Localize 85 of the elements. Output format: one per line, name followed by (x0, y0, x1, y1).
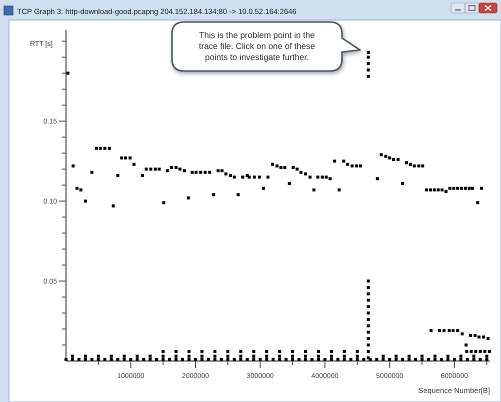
point (465, 350, 468, 353)
point (464, 344, 468, 347)
point (174, 350, 178, 353)
point (330, 350, 333, 353)
point (187, 354, 190, 358)
point (488, 350, 491, 353)
point (252, 354, 256, 358)
point (148, 354, 152, 358)
point (366, 337, 370, 340)
point (366, 344, 370, 347)
point (200, 354, 204, 358)
point (96, 354, 100, 358)
point (430, 329, 433, 332)
point (433, 354, 436, 358)
point (366, 305, 370, 308)
point (187, 350, 190, 353)
point (162, 350, 165, 353)
point (213, 350, 216, 353)
point (366, 50, 370, 54)
point (84, 354, 87, 358)
point (316, 350, 320, 353)
point (366, 312, 370, 315)
point (239, 350, 242, 353)
point (452, 329, 455, 332)
point (366, 74, 370, 78)
point (486, 337, 490, 340)
point (226, 354, 230, 358)
point (342, 350, 346, 353)
point (226, 350, 230, 353)
point (278, 354, 282, 358)
point (122, 354, 126, 358)
point (366, 318, 370, 321)
point (291, 354, 294, 358)
annotation: This is the problem point in the trace file. Click on one of these points to investigate further. (198, 30, 316, 62)
point (446, 354, 450, 358)
point (470, 350, 473, 353)
point (366, 350, 370, 353)
point (478, 350, 482, 353)
point (394, 354, 398, 358)
point (366, 68, 370, 72)
point (366, 292, 370, 296)
point (200, 350, 204, 353)
point (420, 354, 424, 358)
point (356, 350, 359, 353)
point (477, 336, 480, 339)
point (174, 354, 178, 358)
point (304, 350, 308, 353)
point (356, 354, 359, 358)
point (442, 329, 446, 332)
point (459, 354, 462, 358)
point (330, 354, 333, 358)
point (438, 329, 442, 332)
point (162, 354, 165, 358)
point (366, 324, 370, 328)
point (265, 354, 268, 358)
point (366, 298, 370, 302)
point (469, 334, 472, 337)
point (366, 62, 370, 66)
point (456, 329, 460, 332)
point (316, 354, 320, 358)
point (70, 354, 74, 358)
point (483, 350, 486, 353)
point (366, 286, 370, 289)
point (485, 354, 488, 358)
point (110, 354, 113, 358)
point (265, 350, 268, 353)
point (472, 354, 476, 358)
point (291, 350, 294, 353)
point (366, 56, 370, 59)
point (366, 280, 370, 283)
point (342, 354, 346, 358)
point (304, 354, 308, 358)
point (474, 334, 477, 337)
point (213, 354, 216, 358)
point (474, 350, 478, 353)
point (382, 354, 385, 358)
point (460, 332, 464, 336)
point (252, 350, 256, 353)
point (278, 350, 282, 353)
point (366, 330, 370, 334)
point (239, 354, 242, 358)
point (408, 354, 411, 358)
point (448, 329, 451, 332)
point (136, 354, 139, 358)
point (482, 336, 486, 339)
